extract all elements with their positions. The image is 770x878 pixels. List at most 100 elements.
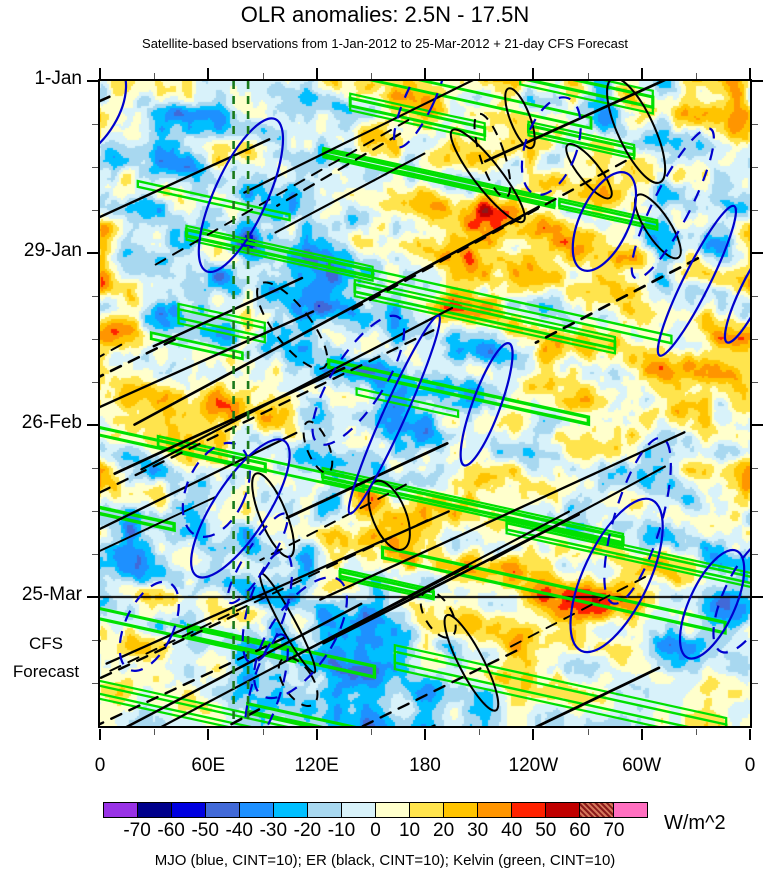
er-contour-solid — [274, 152, 426, 234]
y-tick-minor — [92, 511, 98, 512]
kelvin-contour — [149, 331, 244, 361]
page-title: OLR anomalies: 2.5N - 17.5N — [240, 2, 530, 27]
kelvin-contour — [353, 278, 616, 355]
y-tick-minor — [92, 382, 98, 383]
wave-legend-note: MJO (blue, CINT=10); ER (black, CINT=10)… — [154, 852, 616, 869]
kelvin-contour — [558, 197, 659, 232]
er-contour-dashed — [534, 256, 700, 344]
x-tick-minor — [587, 729, 589, 735]
mjo-contour-dashed — [118, 580, 180, 672]
er-contour-solid — [285, 442, 449, 520]
kelvin-contour — [519, 81, 654, 115]
colorbar-tick-label: -20 — [293, 820, 322, 841]
y-tick-minor-right — [752, 683, 758, 684]
x-tick-minor-top — [262, 73, 264, 79]
mjo-contour-dashed — [181, 441, 251, 538]
x-tick-minor — [479, 729, 481, 735]
hovmoller-plot-area — [98, 79, 752, 728]
y-tick-major-right — [752, 80, 763, 82]
colorbar-tick-label: 0 — [370, 820, 381, 841]
y-tick-minor — [92, 167, 98, 168]
kelvin-contour — [355, 386, 460, 419]
colorbar-swatch — [240, 803, 274, 817]
y-tick-minor — [92, 210, 98, 211]
y-tick-major — [87, 80, 98, 82]
x-tick-major — [424, 729, 426, 740]
kelvin-contour — [100, 684, 289, 726]
mjo-contour-dashed — [520, 96, 582, 197]
er-contour-dashed — [259, 483, 407, 562]
colorbar-swatch — [478, 803, 512, 817]
y-tick-major-right — [752, 596, 763, 598]
mjo-contour-solid — [723, 240, 750, 344]
mjo-contour-solid — [190, 438, 291, 579]
colorbar-swatch — [308, 803, 342, 817]
colorbar — [103, 802, 648, 818]
kelvin-contour — [326, 358, 591, 427]
er-contour-ellipse — [256, 281, 329, 370]
x-tick-minor — [370, 729, 372, 735]
mjo-contour-dashed — [630, 127, 715, 280]
mjo-contour-solid — [571, 171, 638, 272]
kelvin-contour — [380, 545, 727, 635]
colorbar-tick-label: -10 — [327, 820, 356, 841]
x-tick-minor-top — [370, 73, 372, 79]
x-axis-label: 120W — [508, 755, 559, 776]
er-contour-solid — [125, 602, 363, 726]
x-tick-major-top — [99, 68, 101, 79]
colorbar-tick-label: 60 — [569, 820, 591, 841]
y-axis-label: 26-Feb — [21, 412, 82, 433]
y-tick-minor-right — [752, 167, 758, 168]
y-tick-minor-right — [752, 511, 758, 512]
er-contour-solid — [160, 510, 570, 726]
colorbar-tick-label: 20 — [433, 820, 455, 841]
er-contour-solid — [534, 666, 661, 726]
er-contour-solid — [113, 366, 346, 475]
er-contour-solid — [152, 276, 304, 348]
er-contour-solid — [105, 510, 450, 665]
kelvin-contour — [369, 81, 593, 131]
colorbar-swatch — [376, 803, 410, 817]
er-contour-ellipse — [565, 143, 613, 200]
x-tick-minor — [154, 729, 156, 735]
x-tick-major — [207, 729, 210, 740]
x-tick-major — [99, 729, 101, 740]
colorbar-swatch — [410, 803, 444, 817]
x-axis-label: 120E — [294, 755, 339, 776]
er-contour-dashed — [276, 132, 402, 207]
colorbar-tick-label: -50 — [191, 820, 219, 841]
kelvin-contour — [100, 607, 297, 664]
y-tick-minor-right — [752, 554, 758, 555]
mjo-contour-solid — [569, 497, 664, 654]
y-tick-minor-right — [752, 296, 758, 297]
colorbar-swatch — [614, 803, 647, 817]
y-tick-minor-right — [752, 124, 758, 125]
er-contour-ellipse — [504, 87, 536, 150]
y-tick-minor-right — [752, 468, 758, 469]
er-contour-ellipse — [419, 590, 457, 639]
y-tick-minor-right — [752, 339, 758, 340]
kelvin-contour — [136, 179, 291, 222]
er-contour-ellipse — [367, 479, 411, 551]
x-tick-major-top — [424, 68, 426, 79]
kelvin-contour — [505, 517, 750, 588]
colorbar-unit-label: W/m^2 — [664, 812, 726, 834]
x-tick-minor-top — [695, 73, 697, 79]
mjo-contour-solid — [347, 314, 442, 515]
wave-contour-overlay — [100, 81, 750, 726]
x-axis-label: 60W — [622, 755, 662, 776]
kelvin-contour — [100, 505, 176, 533]
colorbar-swatch — [546, 803, 580, 817]
y-tick-minor-right — [752, 382, 758, 383]
mjo-contour-dashed — [393, 81, 448, 149]
mjo-contour-dashed — [243, 633, 289, 726]
kelvin-contour — [322, 146, 556, 210]
kelvin-contour — [177, 302, 266, 344]
x-tick-major-top — [532, 68, 535, 79]
cfs-forecast-axis-label: CFS Forecast — [0, 630, 92, 686]
y-tick-minor — [92, 683, 98, 684]
kelvin-contour — [349, 92, 486, 142]
x-tick-minor-top — [587, 73, 589, 79]
x-tick-major — [532, 729, 535, 740]
er-contour-solid — [100, 95, 111, 103]
